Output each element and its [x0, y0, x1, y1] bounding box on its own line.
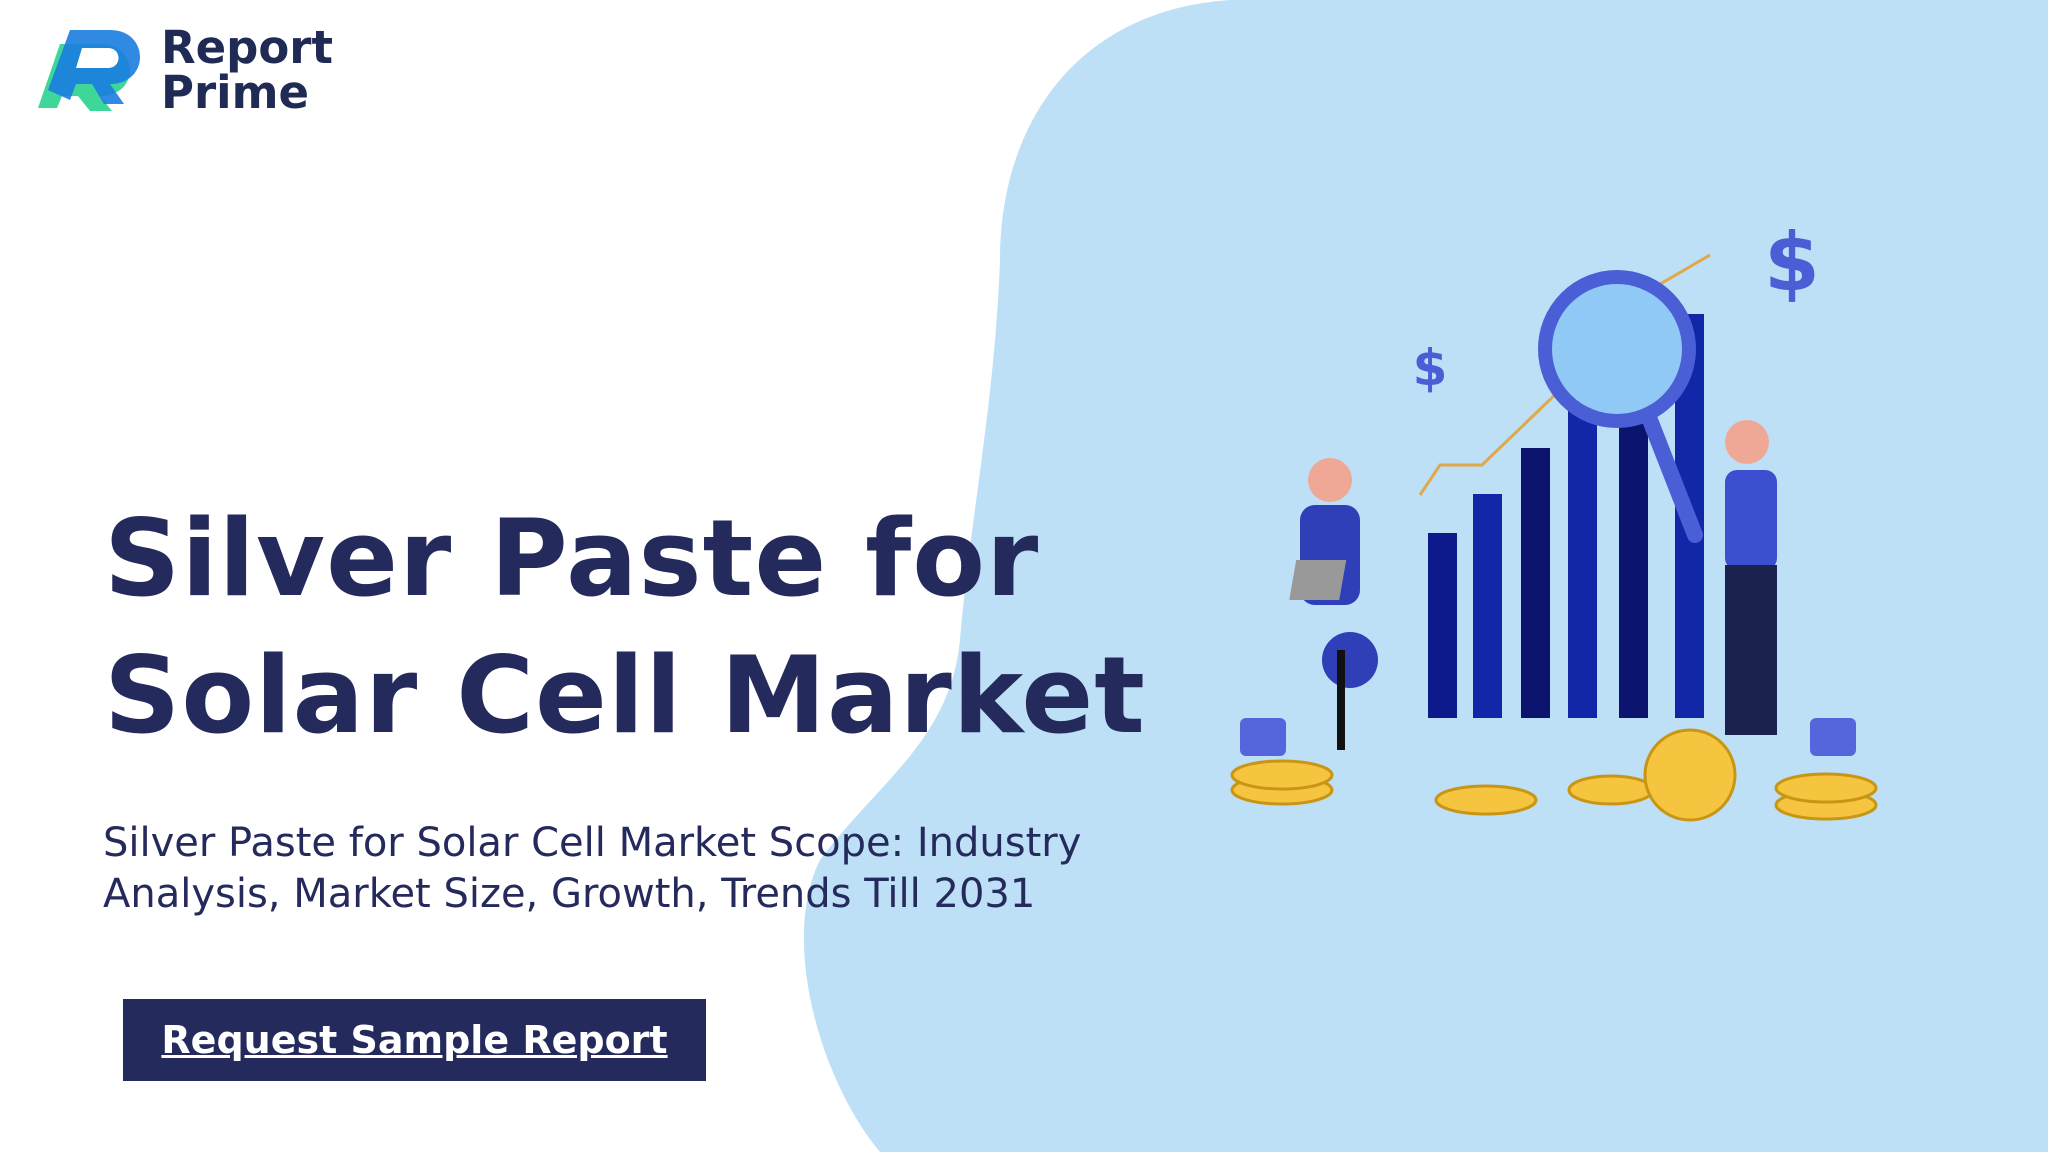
logo-text: Report: [161, 21, 334, 74]
blob: [803, 0, 2048, 1152]
logo-text: Prime: [161, 66, 310, 119]
svg-text:$: $: [1413, 339, 1448, 397]
hero-subtitle: Silver Paste for Solar Cell Market Scope…: [103, 820, 1082, 917]
illustration: $ $: [1230, 216, 1878, 822]
logo-icon: [38, 30, 140, 111]
svg-text:$: $: [1764, 216, 1820, 309]
request-sample-button[interactable]: Request Sample Report: [123, 999, 706, 1081]
hero-title: Silver Paste for Solar Cell Market: [104, 497, 1146, 757]
